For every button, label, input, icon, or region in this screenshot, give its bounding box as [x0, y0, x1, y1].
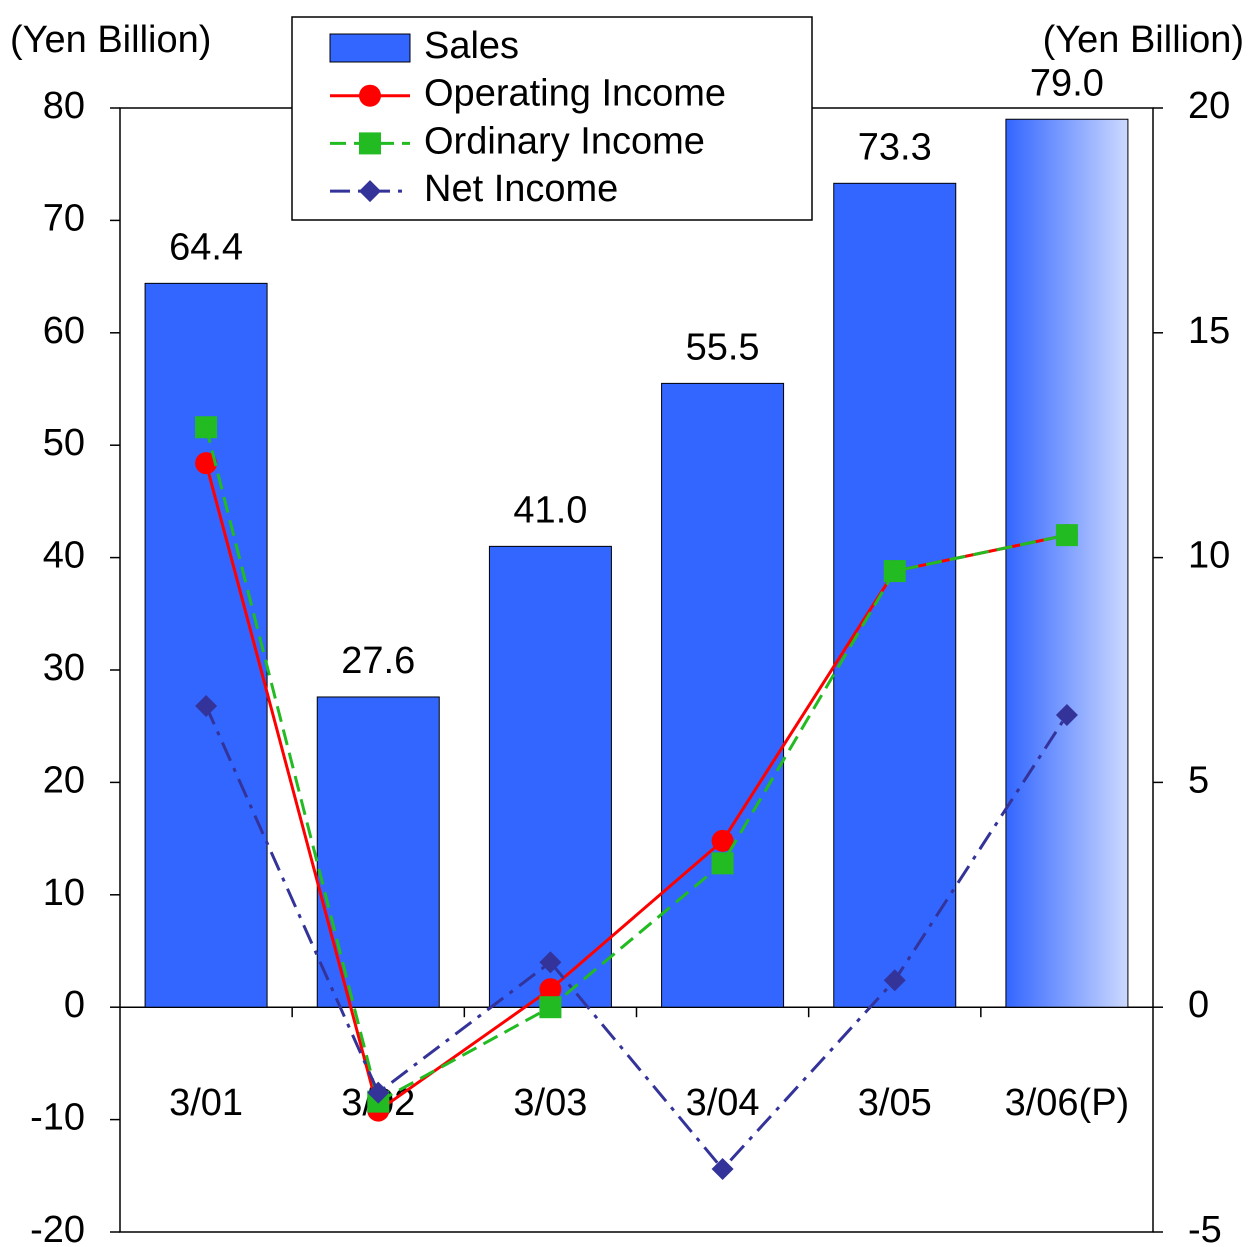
y2-axis-label: (Yen Billion): [1043, 19, 1244, 61]
marker: [711, 1158, 734, 1181]
bar: [316, 696, 440, 1008]
marker: [539, 996, 562, 1019]
y-axis-label: (Yen Billion): [10, 19, 211, 61]
y-tick-label: -20: [30, 1209, 85, 1247]
marker: [195, 452, 218, 475]
y-tick-label: -10: [30, 1097, 85, 1139]
legend-label: Sales: [424, 25, 519, 67]
y-tick-label: 60: [43, 310, 85, 352]
y-tick-label: 10: [43, 872, 85, 914]
x-tick-label: 3/04: [686, 1082, 760, 1124]
marker: [539, 978, 562, 1001]
x-tick-label: 3/03: [513, 1082, 587, 1124]
y2-tick-label: 0: [1188, 984, 1209, 1026]
bar: [833, 182, 957, 1008]
marker: [359, 84, 381, 107]
y-tick-label: 20: [43, 759, 85, 801]
y-tick-label: 40: [43, 535, 85, 577]
bar-value-label: 73.3: [858, 126, 932, 168]
y2-tick-label: 15: [1188, 310, 1230, 352]
line: [204, 462, 1068, 1114]
marker: [359, 132, 381, 155]
bar: [144, 282, 268, 1008]
bar-value-label: 79.0: [1030, 62, 1104, 104]
bar-value-label: 55.5: [686, 326, 760, 368]
y-tick-label: 0: [64, 984, 85, 1026]
y-tick-label: 80: [43, 85, 85, 127]
y-tick-label: 50: [43, 422, 85, 464]
x-tick-label: 3/05: [858, 1082, 932, 1124]
marker: [359, 180, 381, 203]
bar: [488, 545, 612, 1008]
line: [204, 426, 1068, 1104]
marker: [883, 560, 906, 583]
y2-tick-label: 20: [1188, 85, 1230, 127]
y2-tick-label: 10: [1188, 535, 1230, 577]
x-tick-label: 3/06(P): [1005, 1082, 1130, 1124]
legend-label: Operating Income: [424, 73, 726, 115]
bar-value-label: 27.6: [341, 640, 415, 682]
line: [204, 705, 1069, 1172]
y-tick-label: 70: [43, 197, 85, 239]
marker: [1055, 703, 1078, 726]
bar-value-label: 64.4: [169, 226, 243, 268]
marker: [1055, 524, 1078, 547]
bar-value-label: 41.0: [513, 489, 587, 531]
marker: [711, 852, 734, 875]
y-tick-label: 30: [43, 647, 85, 689]
legend-label: Ordinary Income: [424, 120, 705, 162]
marker: [195, 694, 218, 717]
bar: [661, 382, 785, 1008]
legend-label: Net Income: [424, 168, 618, 210]
marker: [539, 951, 562, 974]
y2-tick-label: 5: [1188, 759, 1209, 801]
x-tick-label: 3/01: [169, 1082, 243, 1124]
legend-swatch: [329, 33, 411, 63]
marker: [711, 829, 734, 852]
bar: [1005, 118, 1129, 1008]
plot-area: [119, 107, 1154, 1233]
y2-tick-label: -5: [1188, 1209, 1222, 1247]
marker: [367, 1081, 390, 1104]
marker: [883, 969, 906, 992]
marker: [195, 416, 218, 439]
